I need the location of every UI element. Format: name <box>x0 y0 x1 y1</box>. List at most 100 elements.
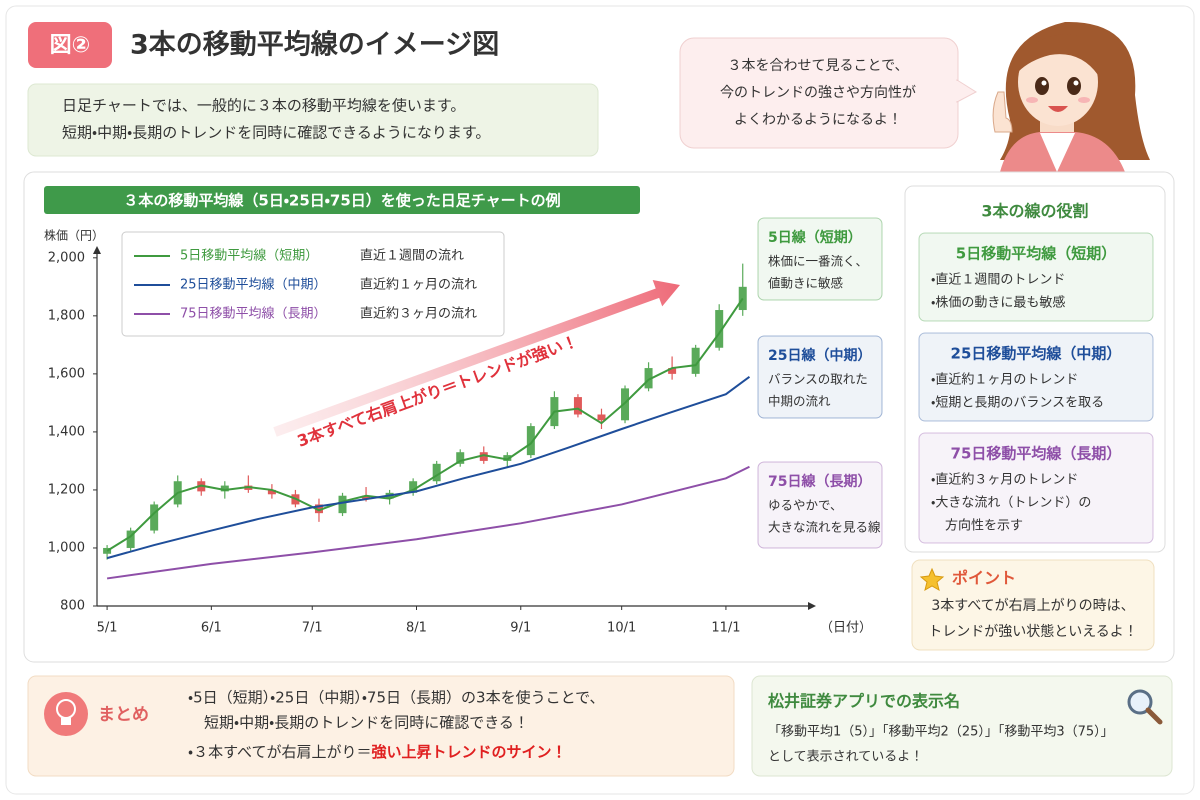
callout-line: 大きな流れを見る線 <box>768 520 881 535</box>
point-title: ポイント <box>952 569 1016 588</box>
candle-body <box>668 368 677 374</box>
legend-label: 75日移動平均線（長期） <box>180 306 327 322</box>
legend-description: 直近１週間の流れ <box>360 248 464 264</box>
badge <box>28 22 112 68</box>
callout-line: ゆるやかで、 <box>768 498 843 513</box>
speech-bubble <box>679 37 977 149</box>
y-tick-label: 1,000 <box>48 540 85 555</box>
ma-line <box>106 375 751 560</box>
x-tick-label: 9/1 <box>510 621 531 636</box>
callout-box <box>757 461 883 549</box>
legend-description: 直近約１ヶ月の流れ <box>360 277 477 293</box>
star-icon <box>919 567 945 592</box>
y-axis-label: 株価（円） <box>44 228 104 243</box>
x-tick-label: 11/1 <box>711 621 740 636</box>
intro-line: 短期・中期・長期のトレンドを同時に確認できるようになります。 <box>62 124 490 142</box>
candle-body <box>715 310 724 348</box>
speech-line: よくわかるようになるよ！ <box>734 112 902 128</box>
callout-line: バランスの取れた <box>768 372 868 387</box>
candle-body <box>621 388 630 421</box>
callout-box <box>757 335 883 419</box>
candle-body <box>691 347 700 374</box>
candle-body <box>432 463 441 482</box>
role-bullet: ・直近約３ヶ月のトレンド <box>931 472 1078 488</box>
speech-line: 今のトレンドの強さや方向性が <box>720 85 916 101</box>
legend-description: 直近約３ヶ月の流れ <box>360 306 477 322</box>
role-bullet: ・直近約１ヶ月のトレンド <box>931 372 1078 388</box>
x-tick-label: 5/1 <box>97 621 118 636</box>
x-tick-label: 6/1 <box>201 621 222 636</box>
callout-box <box>757 217 883 301</box>
point-line: 3本すべてが右肩上がりの時は、 <box>931 598 1134 614</box>
summary-line: 短期・中期・長期のトレンドを同時に確認できる！ <box>204 714 529 732</box>
app-line: として表示されているよ！ <box>768 750 923 765</box>
y-tick-label: 1,400 <box>48 424 85 439</box>
chart: 800 1,000 1,200 1,400 1,600 1,800 2,000 5/1 6/1 7… <box>48 217 883 636</box>
roles: 5日移動平均線（短期） ・直近１週間のトレンド・株価の動きに最も敏感 25日移動平均… <box>918 232 1154 544</box>
legend-label: 5日移動平均線（短期） <box>180 248 318 264</box>
legend-label: 25日移動平均線（中期） <box>180 277 327 293</box>
callout-title: 5日線（短期） <box>768 229 862 246</box>
callout-line: 値動きに敏感 <box>768 276 844 291</box>
ma-line <box>106 465 750 580</box>
x-tick-label: 7/1 <box>302 621 323 636</box>
callout-line: 株価に一番流く、 <box>768 254 868 269</box>
candle-body <box>220 485 229 492</box>
bulb-icon <box>44 692 88 736</box>
y-tick-label: 1,600 <box>48 366 85 381</box>
candle-body <box>597 414 606 421</box>
y-axis-arrow <box>93 246 101 254</box>
callout-title: 25日線（中期） <box>768 347 871 364</box>
candle-body <box>479 452 488 461</box>
summary-title: まとめ <box>98 705 149 725</box>
role-bullet: 方向性を示す <box>945 518 1023 534</box>
role-bullet: ・株価の動きに最も敏感 <box>931 295 1065 311</box>
chart-banner <box>44 186 640 214</box>
y-tick-label: 1,200 <box>48 482 85 497</box>
x-axis-arrow <box>808 602 816 610</box>
chart-title: ３本の移動平均線（5日・25日・75日）を使った日足チャートの例 <box>123 192 560 210</box>
callout-line: 中期の流れ <box>768 394 831 409</box>
point-box <box>911 559 1155 651</box>
x-tick-label: 8/1 <box>406 621 427 636</box>
search-icon <box>1127 689 1163 725</box>
y-tick-label: 1,800 <box>48 308 85 323</box>
summary-text: ・３本すべてが右肩上がり＝ <box>188 743 371 761</box>
candle-body <box>456 452 465 464</box>
role-bullet: ・大きな流れ（トレンド）の <box>931 496 1091 511</box>
role-title: 25日移動平均線（中期） <box>951 345 1122 363</box>
summary-box <box>27 675 735 777</box>
candle-body <box>314 504 323 514</box>
callout-title: 75日線（長期） <box>768 473 871 490</box>
candle-body <box>503 455 512 461</box>
role-box <box>918 232 1154 322</box>
candle-body <box>267 489 276 495</box>
summary-line: ・３本すべてが右肩上がり＝強い上昇トレンドのサイン！ <box>188 743 566 761</box>
character-illustration <box>992 21 1150 172</box>
candle-body <box>573 397 582 415</box>
candle-body <box>738 286 747 311</box>
candle-body <box>126 530 135 548</box>
candle-body <box>526 426 535 456</box>
candle-body <box>409 481 418 493</box>
badge-text: 図② <box>50 33 91 58</box>
y-tick-label: 2,000 <box>48 250 85 265</box>
app-line: 「移動平均1（5）」「移動平均2（25）」「移動平均3（75）」 <box>768 725 1114 740</box>
speech-line: ３本を合わせて見ることで、 <box>727 58 908 74</box>
x-tick-label: 10/1 <box>607 621 636 636</box>
role-title: 5日移動平均線（短期） <box>956 245 1116 263</box>
ma-line <box>106 297 744 552</box>
point-line: トレンドが強い状態といえるよ！ <box>928 624 1138 640</box>
legend-box <box>121 231 505 337</box>
app-title: 松井証券アプリでの表示名 <box>768 692 960 711</box>
trend-arrow <box>273 280 680 437</box>
role-bullet: ・短期と長期のバランスを取る <box>931 396 1104 411</box>
x-axis-label: （日付） <box>820 621 872 636</box>
candle-body <box>150 504 159 531</box>
summary-line: ・5日（短期）・25日（中期）・75日（長期）の3本を使うことで、 <box>188 689 605 707</box>
candle-body <box>644 368 653 389</box>
role-bullet: ・直近１週間のトレンド <box>931 272 1065 288</box>
candle-body <box>338 495 347 514</box>
candle-body <box>103 547 112 554</box>
